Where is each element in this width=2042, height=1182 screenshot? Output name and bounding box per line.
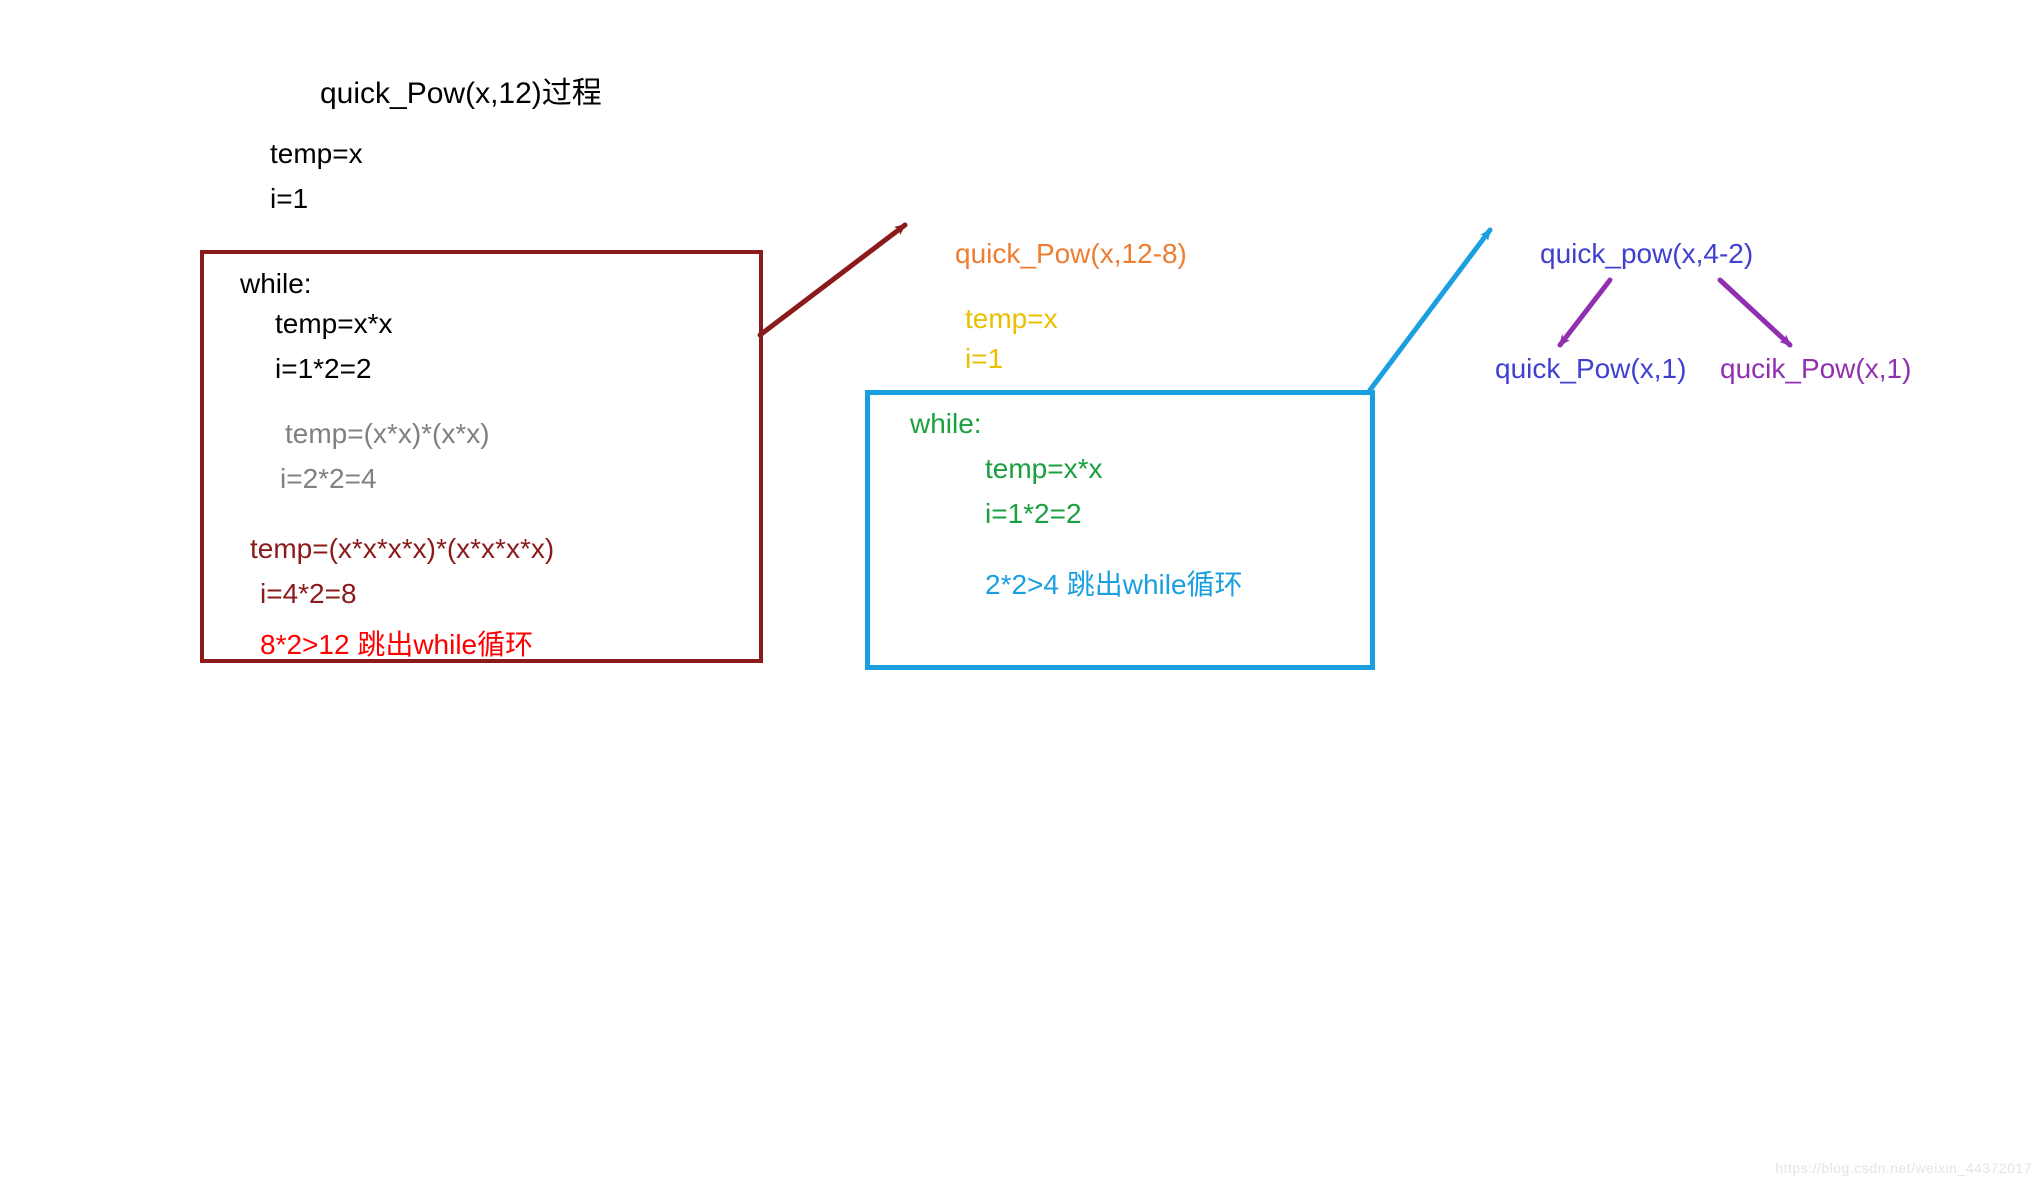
box2-line-3: 2*2>4 跳出while循环	[985, 563, 1243, 603]
pre1-line-0: temp=x	[270, 138, 363, 170]
box2-line-0: while:	[910, 408, 982, 440]
arrow-3b	[1720, 280, 1790, 345]
box2-line-2: i=1*2=2	[985, 498, 1082, 530]
box1-line-1: temp=x*x	[275, 308, 393, 340]
diagram-title: quick_Pow(x,12)过程	[320, 68, 602, 112]
pre1-line-1: i=1	[270, 183, 308, 215]
watermark: https://blog.csdn.net/weixin_44372017	[1775, 1160, 2032, 1176]
box1-line-4: i=2*2=4	[280, 463, 377, 495]
pre2-line-1: i=1	[965, 343, 1003, 375]
box1-line-6: i=4*2=8	[260, 578, 357, 610]
right-leaf-1: qucik_Pow(x,1)	[1720, 353, 1911, 385]
box2-line-1: temp=x*x	[985, 453, 1103, 485]
mid-header: quick_Pow(x,12-8)	[955, 238, 1187, 270]
box1-line-7: 8*2>12 跳出while循环	[260, 623, 533, 663]
pre2-line-0: temp=x	[965, 303, 1058, 335]
box1-line-2: i=1*2=2	[275, 353, 372, 385]
box1-line-0: while:	[240, 268, 312, 300]
arrow-1	[760, 225, 905, 335]
right-leaf-0: quick_Pow(x,1)	[1495, 353, 1686, 385]
box1-line-3: temp=(x*x)*(x*x)	[285, 418, 490, 450]
box1-line-5: temp=(x*x*x*x)*(x*x*x*x)	[250, 533, 554, 565]
arrow-2	[1370, 230, 1490, 390]
right-header: quick_pow(x,4-2)	[1540, 238, 1753, 270]
arrow-3a	[1560, 280, 1610, 345]
